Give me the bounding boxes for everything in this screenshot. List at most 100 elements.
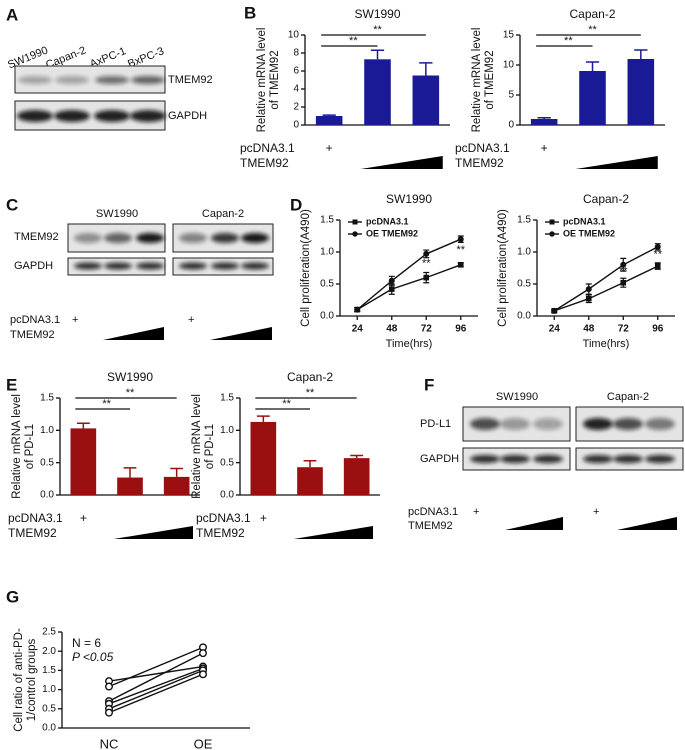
blot-band: [613, 418, 643, 430]
row-label: pcDNA3.1: [240, 141, 295, 155]
blot-band: [74, 262, 102, 270]
error-bar: [76, 422, 90, 429]
blot-band: [613, 455, 643, 463]
annotation: N = 6: [72, 636, 101, 650]
error-bar: [123, 467, 137, 478]
series-line: [108, 665, 204, 682]
y-axis-label: Cell ratio of anti-PD-: [13, 628, 25, 732]
error-bar: [537, 117, 551, 119]
error-bar: [170, 467, 184, 477]
blot-band: [104, 233, 132, 243]
y-tick-label: 1.5: [320, 215, 334, 226]
sig-label: **: [102, 398, 111, 410]
bar: [163, 476, 190, 495]
series-line: [108, 652, 204, 702]
y-tick-label: 0.0: [320, 311, 334, 322]
y-tick-label: 1.5: [42, 665, 56, 676]
y-tick-label: 1.0: [320, 247, 334, 258]
y-tick-label: 0: [508, 120, 514, 131]
y-tick-label: 0.5: [40, 457, 54, 468]
y-axis-label: Cell proliferation(A490): [497, 209, 509, 327]
y-tick-label: 10: [288, 30, 300, 41]
marker: [104, 708, 113, 717]
series-line: [553, 246, 659, 312]
blot-band: [104, 262, 132, 270]
marker: [388, 286, 395, 292]
bar: [627, 59, 655, 125]
marker: [585, 295, 592, 302]
sig-label: **: [619, 266, 628, 278]
group-label: Capan-2: [607, 391, 649, 403]
panel-label: G: [6, 587, 19, 606]
dose-triangle: [210, 327, 272, 340]
blot-band: [94, 110, 130, 122]
band-label: TMEM92: [14, 231, 59, 243]
y-tick-label: 15: [503, 30, 515, 41]
group-label: SW1990: [96, 208, 138, 220]
error-bar: [303, 459, 317, 468]
x-tick-label: 24: [549, 324, 561, 335]
marker: [457, 236, 464, 243]
bar: [364, 59, 391, 125]
blot-band: [136, 233, 164, 243]
blot-band: [241, 233, 269, 243]
dose-triangle: [617, 517, 677, 530]
series-line: [356, 264, 461, 311]
x-tick-label: 72: [421, 324, 433, 335]
bar: [70, 428, 97, 495]
x-tick-label: +: [326, 141, 333, 155]
bar: [315, 116, 343, 125]
x-tick-label: +: [80, 511, 87, 525]
chart-title: Capan-2: [287, 370, 333, 384]
dose-triangle: [505, 517, 563, 530]
marker: [423, 250, 430, 257]
y-tick-label: 6: [293, 66, 299, 77]
marker: [423, 274, 430, 281]
bar: [530, 119, 558, 125]
blot-band: [470, 455, 500, 463]
legend-marker: [352, 231, 358, 237]
panel-label: A: [6, 5, 18, 24]
panel-label: F: [424, 375, 434, 394]
dose-triangle: [575, 156, 658, 169]
y-tick-label: 1.0: [42, 684, 56, 695]
dose-triangle: [293, 526, 373, 539]
blot-band: [179, 233, 207, 243]
y-tick-label: 1.5: [220, 393, 234, 404]
marker: [620, 279, 627, 286]
y-axis-label: of PD-L1: [24, 424, 36, 469]
y-axis-label: Relative mRNA level: [191, 394, 203, 499]
y-tick-label: 0: [293, 120, 299, 131]
dose-triangle: [360, 156, 443, 169]
blot-band: [583, 418, 613, 430]
x-tick-label: +: [541, 141, 548, 155]
blot-band: [54, 110, 90, 122]
band-label: TMEM92: [168, 74, 213, 86]
x-tick-label: 48: [386, 324, 398, 335]
legend-marker: [549, 219, 555, 225]
marker: [620, 261, 627, 268]
marker: [654, 263, 661, 269]
series-line: [108, 667, 204, 705]
error-bar: [634, 49, 648, 59]
group-label: Capan-2: [202, 208, 244, 220]
bar: [343, 458, 370, 495]
marker: [457, 262, 464, 268]
bar: [579, 71, 606, 125]
y-tick-label: 1.0: [220, 425, 234, 436]
y-tick-label: 0.0: [42, 723, 56, 734]
series-line: [108, 669, 204, 710]
group-label: SW1990: [496, 391, 538, 403]
blot-band: [645, 455, 675, 463]
blot-band: [583, 455, 613, 463]
blot-band: [500, 418, 530, 430]
sig-label: **: [306, 387, 315, 399]
y-axis-label: Cell proliferation(A490): [300, 209, 312, 327]
row-label: pcDNA3.1: [8, 511, 63, 525]
blot-band: [645, 418, 675, 430]
row-label: TMEM92: [196, 526, 245, 540]
x-tick-label: +: [260, 511, 267, 525]
x-tick-label: 72: [618, 324, 630, 335]
x-axis-label: Time(hrs): [583, 338, 630, 350]
blot-band: [130, 110, 166, 122]
